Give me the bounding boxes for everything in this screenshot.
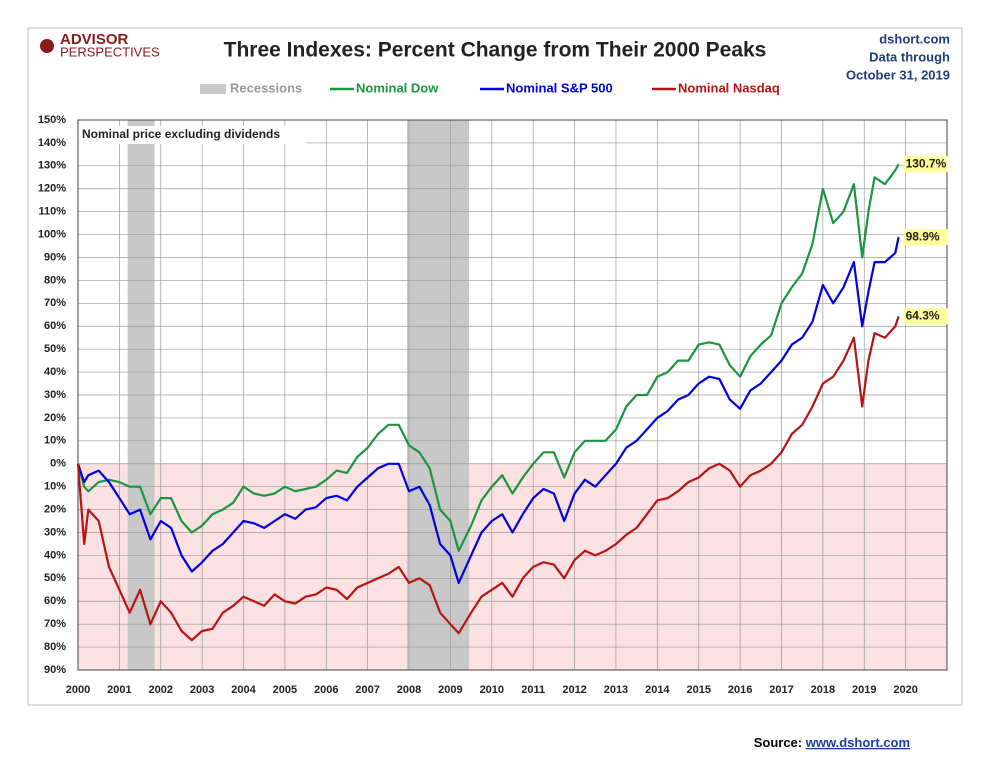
- x-tick-label: 2016: [728, 684, 752, 696]
- source-label: Source:: [754, 735, 802, 750]
- note: Nominal price excluding dividends: [82, 127, 280, 141]
- y-tick-label: 70%: [44, 297, 66, 309]
- series-line: [76, 163, 900, 552]
- x-tick-label: 2012: [562, 684, 586, 696]
- frame: [27, 27, 963, 706]
- logo-icon: [40, 39, 54, 53]
- x-tick-label: 2005: [273, 684, 297, 696]
- y-tick-label: 120%: [38, 183, 66, 195]
- legend-label: Nominal Dow: [356, 80, 439, 95]
- date: October 31, 2019: [846, 67, 950, 82]
- x-tick-label: 2004: [231, 684, 256, 696]
- y-tick-label: 40%: [44, 366, 66, 378]
- chart-title: Three Indexes: Percent Change from Their…: [224, 39, 767, 62]
- x-tick-label: 2001: [107, 684, 131, 696]
- x-tick-label: 2014: [645, 684, 670, 696]
- series-line: [76, 316, 900, 642]
- y-tick-label: 60%: [44, 595, 66, 607]
- y-tick-label: 100%: [38, 228, 66, 240]
- y-tick-label: 30%: [44, 526, 66, 538]
- y-tick-label: 70%: [44, 618, 66, 630]
- series-line: [76, 236, 900, 584]
- y-tick-label: 30%: [44, 389, 66, 401]
- y-tick-label: 60%: [44, 320, 66, 332]
- end-label: 64.3%: [906, 309, 940, 323]
- source-link[interactable]: www.dshort.com: [805, 735, 910, 750]
- end-label-bg: [903, 308, 948, 325]
- y-tick-label: 90%: [44, 251, 66, 263]
- legend-label: Recessions: [230, 80, 302, 95]
- legend-label: Nominal S&P 500: [506, 80, 613, 95]
- end-label: 98.9%: [906, 229, 940, 243]
- x-tick-label: 2019: [852, 684, 876, 696]
- y-tick-label: 20%: [44, 412, 66, 424]
- x-tick-label: 2002: [149, 684, 173, 696]
- y-tick-label: 80%: [44, 274, 66, 286]
- data-through: Data through: [869, 49, 950, 64]
- x-tick-label: 2010: [480, 684, 504, 696]
- x-tick-label: 2003: [190, 684, 214, 696]
- logo-bottom: PERSPECTIVES: [60, 44, 160, 59]
- y-tick-label: 110%: [38, 206, 66, 218]
- y-tick-label: 20%: [44, 503, 66, 515]
- logo-top: ADVISOR: [60, 31, 129, 48]
- y-tick-label: 50%: [44, 572, 66, 584]
- legend-recession: [200, 84, 226, 94]
- x-tick-label: 2011: [521, 684, 545, 696]
- legend-label: Nominal Nasdaq: [678, 80, 780, 95]
- x-tick-label: 2006: [314, 684, 338, 696]
- site: dshort.com: [879, 31, 950, 46]
- x-tick-label: 2017: [769, 684, 793, 696]
- x-tick-label: 2015: [686, 684, 710, 696]
- end-label: 130.7%: [906, 156, 947, 170]
- y-tick-label: 90%: [44, 664, 66, 676]
- x-tick-label: 2020: [893, 684, 917, 696]
- y-tick-label: 150%: [38, 114, 66, 126]
- x-tick-label: 2000: [66, 684, 90, 696]
- end-label-bg: [903, 229, 948, 246]
- x-tick-label: 2007: [355, 684, 379, 696]
- x-tick-label: 2009: [438, 684, 462, 696]
- plot-border: [77, 119, 948, 671]
- y-tick-label: 10%: [44, 481, 66, 493]
- x-tick-label: 2008: [397, 684, 421, 696]
- end-label-bg: [903, 156, 948, 173]
- note-bg: [79, 126, 307, 144]
- y-tick-label: 40%: [44, 549, 66, 561]
- y-tick-label: 0%: [50, 458, 66, 470]
- x-tick-label: 2013: [604, 684, 628, 696]
- y-tick-label: 80%: [44, 641, 66, 653]
- negative-region: [78, 463, 947, 670]
- y-tick-label: 50%: [44, 343, 66, 355]
- y-tick-label: 10%: [44, 435, 66, 447]
- y-tick-label: 140%: [38, 137, 66, 149]
- y-tick-label: 130%: [38, 160, 66, 172]
- x-tick-label: 2018: [811, 684, 835, 696]
- source: Source: www.dshort.com: [754, 735, 910, 750]
